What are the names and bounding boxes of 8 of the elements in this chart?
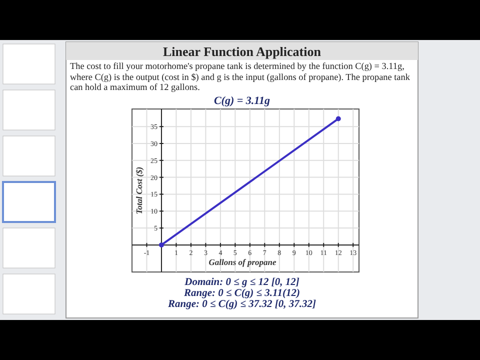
- chart-subtitle: C(g) = 3.11g: [214, 95, 271, 107]
- y-axis-title: Total Cost ($): [134, 166, 144, 214]
- text: Domain: 0 ≤ g ≤ 12 [0, 12]: [184, 277, 300, 288]
- chart-title: Linear Function Application: [163, 44, 322, 59]
- x-axis-title: Gallons of propane: [208, 256, 277, 267]
- text: Range: 0 ≤ C(g) ≤ 3.11(12): [183, 288, 300, 299]
- text: Range: 0 ≤ C(g) ≤ 37.32 [0, 37.32]: [166, 299, 317, 310]
- text: The cost to fill your motorhome's propane tank is determined by the function C(g) = 3.11g, where C(g) is the output (cost in $) and g is the input (gallons of propane). The propane tank can hold a maximum of 12 gallons.: [70, 61, 411, 92]
